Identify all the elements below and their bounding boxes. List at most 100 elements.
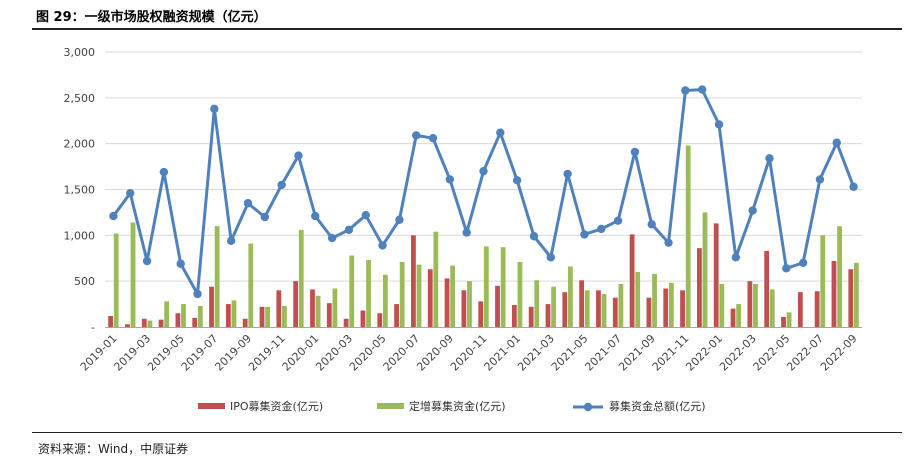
total-point (126, 188, 135, 198)
legend-swatch (377, 403, 404, 409)
ipo-bar (764, 250, 770, 327)
total-point (748, 206, 757, 215)
y-axis-tick-labels: - 500 1,000 1,500 2,000 2,500 3,000 (64, 46, 96, 334)
ipo-bar (612, 297, 618, 327)
total-point (243, 199, 253, 208)
placement-bar (753, 283, 758, 327)
placement-bar (652, 273, 657, 327)
placement-bar (618, 283, 624, 327)
total-point (142, 256, 152, 266)
total-point (361, 210, 370, 220)
total-point (597, 224, 606, 234)
total-point (479, 166, 488, 176)
total-point (529, 232, 539, 241)
y-tick-label: - (91, 321, 95, 334)
placement-bar (820, 235, 826, 327)
x-axis-tick-labels: 2019-012019-032019-052019-072019-092019-… (78, 332, 860, 374)
placement-bar (517, 261, 523, 327)
total-point (832, 138, 841, 147)
ipo-bar (562, 292, 568, 327)
y-tick-label: 2,000 (64, 138, 96, 151)
ipo-bar (394, 304, 399, 327)
ipo-bar (310, 289, 315, 327)
placement-bar (265, 306, 271, 327)
placement-bar (635, 272, 641, 327)
placement-bar (332, 288, 338, 327)
ipo-bar (444, 278, 450, 327)
placement-bar (282, 305, 287, 327)
placement-bar (769, 289, 775, 327)
ipo-bar (175, 313, 181, 327)
total-point (731, 253, 741, 262)
legend-placement: 定增募集资金(亿元) (377, 399, 506, 413)
placement-bar (685, 145, 691, 327)
y-tick-label: 2,500 (64, 92, 96, 105)
total-point (176, 259, 185, 268)
ipo-bar (259, 306, 265, 327)
total-point (109, 211, 118, 221)
ipo-bar (495, 285, 500, 327)
total-point (782, 264, 791, 273)
placement-bar (248, 243, 254, 327)
ipo-bar (545, 304, 551, 327)
placement-bar (702, 212, 708, 327)
legend-total: 募集资金总额(亿元) (573, 399, 706, 413)
total-point (630, 147, 640, 157)
ipo-bar (696, 248, 702, 327)
total-point (664, 238, 673, 247)
ipo-bar (225, 304, 231, 327)
placement-bar (315, 295, 321, 327)
ipo-bar (411, 235, 416, 327)
ipo-bar (629, 234, 635, 327)
total-point (344, 225, 354, 235)
placement-bar (786, 312, 792, 327)
total-point (798, 258, 808, 268)
y-tick-label: 1,000 (64, 229, 96, 242)
total-point (462, 228, 471, 237)
total-point (210, 104, 219, 114)
ipo-bar (326, 303, 332, 327)
placement-bar (853, 262, 859, 327)
placement-bar (551, 286, 556, 327)
ipo-bar (242, 318, 248, 327)
placement-bar (214, 226, 220, 327)
ipo-bar (478, 301, 484, 327)
y-tick-label: 500 (74, 275, 95, 288)
total-point (277, 180, 286, 190)
ipo-bar (663, 288, 669, 327)
placement-bar (433, 231, 439, 327)
y-tick-label: 3,000 (64, 46, 96, 59)
ipo-bar (528, 306, 534, 327)
total-point (714, 120, 724, 129)
total-point (512, 176, 522, 185)
ipo-bar (579, 280, 585, 327)
placement-bar (130, 222, 136, 327)
footer-rule (32, 432, 902, 433)
placement-bar (483, 246, 489, 327)
placement-bar (568, 266, 573, 327)
placement-bar (197, 305, 203, 327)
total-point (428, 133, 438, 143)
placement-bar (113, 233, 119, 327)
ipo-bar (680, 290, 685, 327)
total-point (563, 169, 572, 179)
ipo-bar (797, 292, 803, 327)
legend-marker (583, 402, 593, 412)
placement-bar (366, 260, 371, 327)
total-line (112, 88, 856, 296)
placement-bar (668, 283, 674, 327)
legend-label: IPO募集资金(亿元) (230, 399, 323, 413)
total-point (445, 175, 455, 184)
placement-bar (416, 264, 422, 327)
ipo-bar (141, 318, 147, 327)
placement-bar (837, 226, 842, 327)
total-point (496, 128, 505, 137)
ipo-bar (596, 290, 601, 327)
ipo-bar (276, 290, 282, 327)
placement-bar (584, 290, 590, 327)
ipo-bar (730, 308, 736, 327)
ipo-bar (125, 324, 130, 327)
total-point (412, 131, 421, 140)
ipo-bar (747, 281, 753, 327)
